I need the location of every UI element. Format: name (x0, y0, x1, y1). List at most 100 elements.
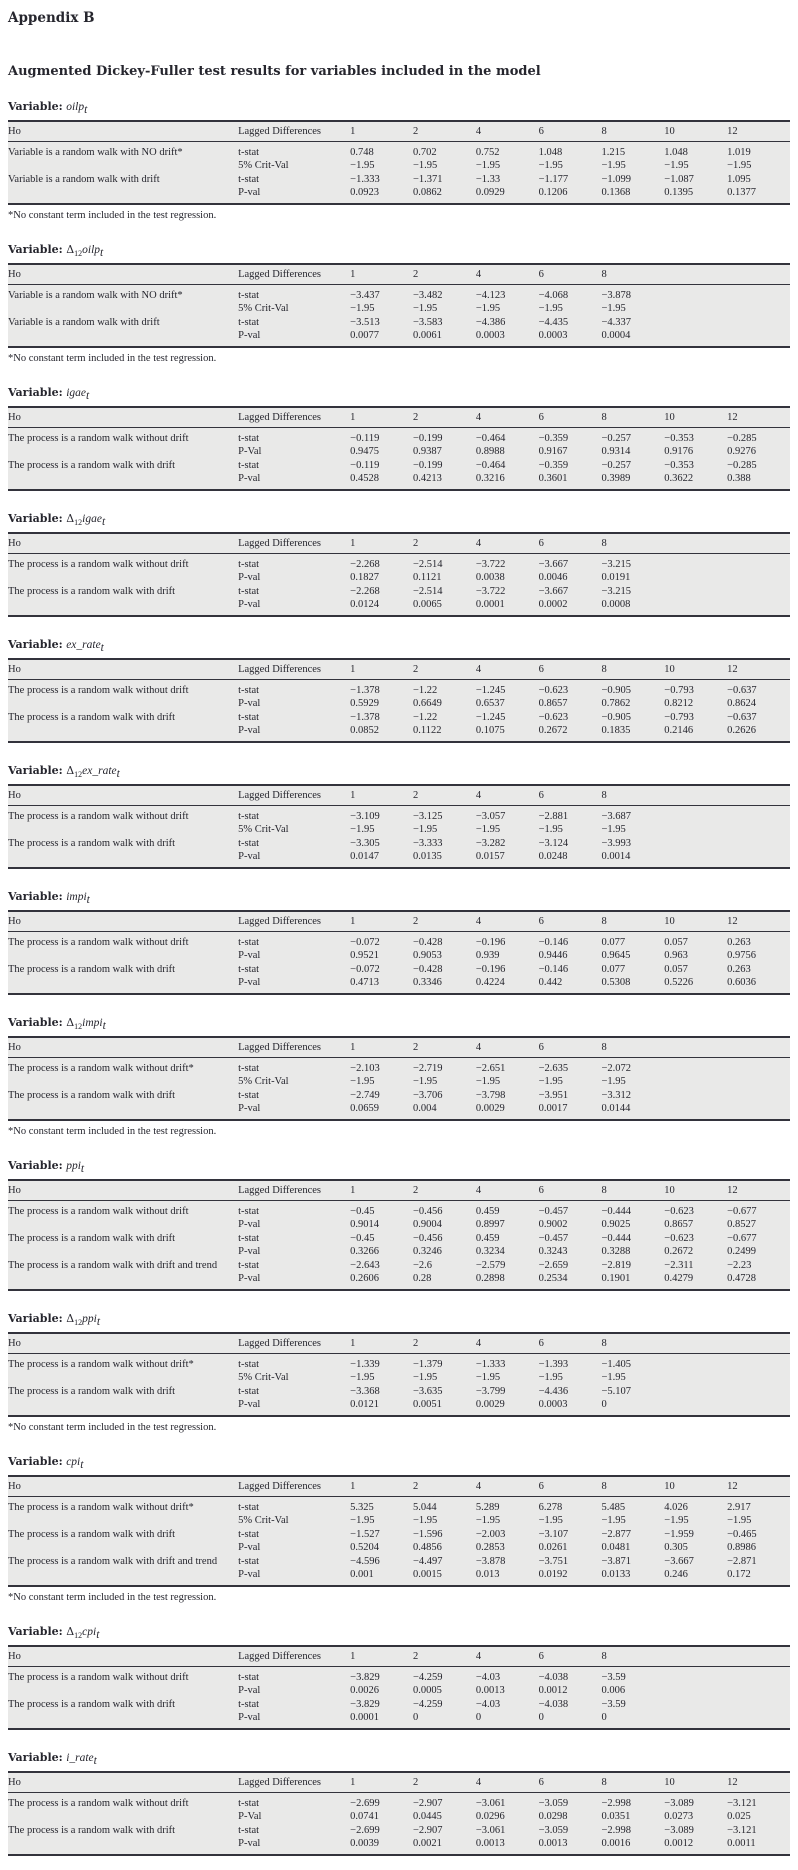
variable-name: cpi (66, 1456, 81, 1468)
value-cell: 0.0659 (350, 1103, 380, 1114)
lag-column-header: 2 (412, 407, 476, 428)
value-cell: 0.2672 (538, 725, 568, 736)
table-footnote: *No constant term included in the test r… (8, 1592, 217, 1603)
value-cell: 0.0192 (538, 1569, 568, 1580)
variable-name: i_rate (66, 1752, 94, 1764)
value-cell: −3.482 (412, 290, 443, 301)
variable-prefix: Variable: (8, 100, 63, 113)
lagged-differences-header: Lagged Differences (238, 533, 351, 554)
value-cell: 0 (601, 1399, 607, 1410)
hypothesis-cell: Variable is a random walk with NO drift* (8, 290, 183, 301)
header-row: Ho Lagged Differences 1 2 4 6 8 (8, 533, 790, 554)
time-subscript: t (102, 516, 105, 528)
stat-label-cell: t-stat (238, 1672, 260, 1683)
value-cell: 0.9475 (350, 446, 380, 457)
value-cell: 5.289 (475, 1502, 500, 1513)
value-cell: 0.9004 (412, 1219, 442, 1230)
header-row: Ho Lagged Differences 1 2 4 6 8 (8, 1333, 790, 1354)
value-cell: 0.0157 (475, 851, 505, 862)
value-cell: −0.119 (350, 460, 380, 471)
value-cell: −3.059 (538, 1798, 569, 1809)
stat-label-cell: t-stat (238, 460, 260, 471)
lag-column-header: 4 (475, 1037, 539, 1058)
stat-label-cell: P-val (238, 950, 261, 961)
ho-header: Ho (8, 1180, 239, 1201)
value-cell: −4.386 (475, 317, 506, 328)
value-cell: −2.072 (601, 1063, 632, 1074)
variable-section: Variable: Δ12igaet Ho Lagged Differences 1 2… (8, 512, 790, 617)
value-cell: −1.95 (601, 160, 626, 171)
value-cell: −0.199 (412, 460, 443, 471)
lag-column-header: 8 (601, 264, 665, 285)
stat-label-cell: P-val (238, 851, 261, 862)
value-cell: 0.9756 (727, 950, 756, 961)
lag-column-header (664, 785, 728, 806)
value-cell: 0 (412, 1712, 419, 1723)
table-header: Ho Lagged Differences 1 2 4 6 8 (8, 785, 790, 806)
variable-label: Variable: Δ12igaet (8, 512, 790, 528)
lagged-differences-header: Lagged Differences (238, 121, 351, 142)
value-cell: −1.95 (538, 1515, 563, 1526)
variable-prefix: Variable: (8, 1751, 63, 1764)
stat-label-cell: P-val (238, 330, 261, 341)
value-cell: 0.0133 (601, 1569, 631, 1580)
lag-column-header (664, 264, 728, 285)
lag-column-header: 6 (538, 264, 602, 285)
lag-column-header: 2 (412, 121, 476, 142)
time-subscript: t (96, 1629, 99, 1641)
value-cell: −0.457 (538, 1233, 569, 1244)
variable-section: Variable: igaet Ho Lagged Differences 1 2 4 6 8… (8, 386, 790, 491)
table-row: The process is a random walk with drift t… (8, 458, 790, 472)
hypothesis-cell: The process is a random walk with drift … (8, 1260, 218, 1271)
lag-column-header: 4 (475, 659, 539, 680)
delta-subscript: 12 (74, 249, 83, 259)
lagged-differences-header: Lagged Differences (238, 1646, 351, 1667)
lag-column-header: 2 (412, 1772, 476, 1793)
lag-column-header (727, 1646, 790, 1667)
stat-label-cell: 5% Crit-Val (238, 160, 289, 171)
value-cell: 0.013 (475, 1569, 500, 1580)
value-cell: 0.963 (664, 950, 688, 961)
value-cell: −3.583 (412, 317, 443, 328)
value-cell: 0.8212 (664, 698, 694, 709)
lag-column-header: 8 (601, 785, 665, 806)
value-cell: 0.0012 (538, 1685, 568, 1696)
value-cell: −3.124 (538, 838, 569, 849)
variable-label: Variable: ex_ratet (8, 638, 790, 654)
hypothesis-cell: Variable is a random walk with drift (8, 317, 160, 328)
value-cell: −0.444 (601, 1206, 632, 1217)
value-cell: −4.03 (475, 1672, 501, 1683)
stat-label-cell: P-val (238, 187, 261, 198)
lag-column-header: 6 (538, 121, 602, 142)
lag-column-header: 12 (727, 1180, 790, 1201)
value-cell (664, 302, 727, 315)
variable-section: Variable: Δ12ex_ratet Ho Lagged Difference… (8, 764, 790, 869)
stat-label-cell: P-val (238, 725, 261, 736)
value-cell: 0.0135 (412, 851, 442, 862)
hypothesis-cell (8, 1837, 238, 1855)
table-footnote: *No constant term included in the test r… (8, 1126, 217, 1137)
table-row: The process is a random walk without dri… (8, 428, 790, 446)
stat-label-cell: t-stat (238, 1825, 260, 1836)
value-cell: 0.0923 (350, 187, 380, 198)
hypothesis-cell: The process is a random walk without dri… (8, 1672, 189, 1683)
value-cell: −3.312 (601, 1090, 632, 1101)
table-row: The process is a random walk without dri… (8, 806, 790, 824)
hypothesis-cell: The process is a random walk without dri… (8, 685, 189, 696)
value-cell: −1.95 (412, 1372, 438, 1383)
value-cell: −1.95 (412, 303, 438, 314)
value-cell: 0.0029 (475, 1103, 505, 1114)
lag-column-header: 8 (601, 659, 665, 680)
value-cell: 0.0852 (350, 725, 380, 736)
value-cell: −3.368 (350, 1386, 380, 1397)
value-cell: 0.246 (664, 1569, 688, 1580)
value-cell: 0.0065 (412, 599, 442, 610)
stat-label-cell: P-val (238, 1569, 261, 1580)
value-cell: −3.513 (350, 317, 380, 328)
table-row: Variable is a random walk with NO drift*… (8, 142, 790, 160)
hypothesis-cell (8, 1371, 238, 1384)
time-subscript: t (84, 104, 87, 116)
value-cell: −3.798 (475, 1090, 506, 1101)
value-cell: −1.378 (350, 712, 380, 723)
value-cell: −4.497 (412, 1556, 443, 1567)
